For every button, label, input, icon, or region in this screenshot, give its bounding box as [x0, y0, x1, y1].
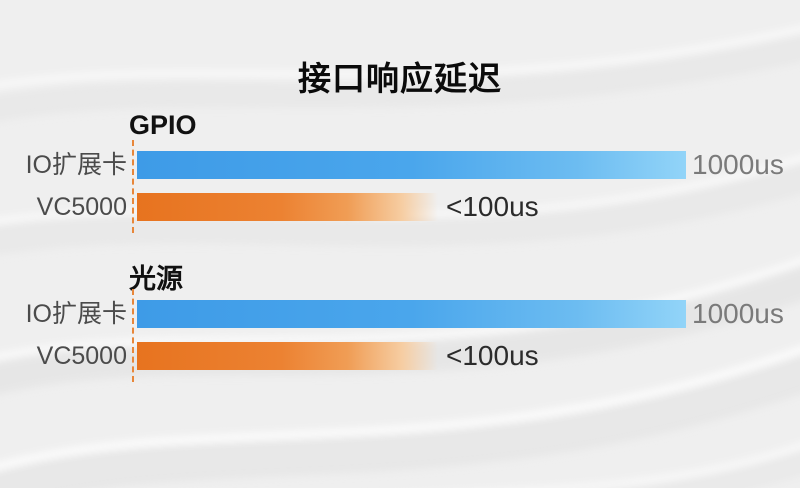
- bar-vc5000-light: [137, 342, 438, 370]
- group-heading-gpio: GPIO: [129, 110, 197, 140]
- bar-label-io-card: IO扩展卡: [25, 300, 127, 328]
- bar-io-card-light: [137, 300, 686, 328]
- bar-label-vc5000: VC5000: [36, 193, 127, 221]
- group-heading-light-source: 光源: [129, 264, 183, 294]
- bar-value-label: 1000us: [692, 149, 784, 180]
- bar-vc5000-gpio: [137, 193, 438, 221]
- bar-value-label: <100us: [446, 191, 539, 222]
- zero-baseline-dashed-line: [132, 140, 134, 233]
- bar-io-card-gpio: [137, 151, 686, 179]
- bar-label-vc5000: VC5000: [36, 342, 127, 370]
- chart-title: 接口响应延迟: [298, 60, 502, 97]
- bar-label-io-card: IO扩展卡: [25, 151, 127, 179]
- zero-baseline-dashed-line: [132, 289, 134, 382]
- bar-value-label: 1000us: [692, 298, 784, 329]
- bar-value-label: <100us: [446, 340, 539, 371]
